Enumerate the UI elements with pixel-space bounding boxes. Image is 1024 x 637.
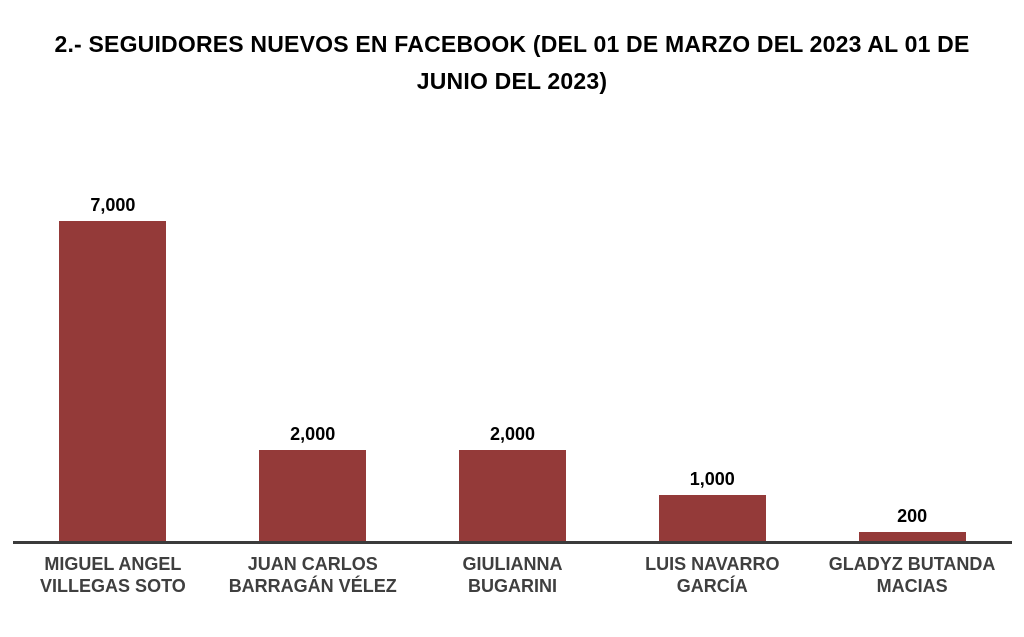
- chart-title-line-1: 2.- SEGUIDORES NUEVOS EN FACEBOOK (DEL 0…: [54, 31, 970, 57]
- bar-value-label: 2,000: [489, 424, 536, 444]
- bar: [858, 532, 966, 541]
- category-label: LUIS NAVARRO GARCÍA: [645, 554, 780, 596]
- bar-chart: 7,000 2,000 2,000 1,000 200 MIGUEL ANGEL VIL…: [13, 193, 1012, 597]
- bar: [59, 221, 167, 541]
- bar: [658, 495, 766, 541]
- bar-column: 1,000: [612, 193, 812, 541]
- plot-area: 7,000 2,000 2,000 1,000 200: [13, 193, 1012, 541]
- bar-column: 200: [812, 193, 1012, 541]
- category-label: GLADYZ BUTANDA MACIAS: [828, 554, 996, 596]
- category-label: GIULIANNA BUGARINI: [462, 554, 563, 596]
- bar: [458, 450, 566, 541]
- category-label: MIGUEL ANGEL VILLEGAS SOTO: [40, 554, 186, 596]
- category-axis: MIGUEL ANGEL VILLEGAS SOTO JUAN CARLOS BA…: [13, 544, 1012, 597]
- x-axis-line: [13, 541, 1012, 544]
- bar-value-label: 200: [897, 506, 928, 526]
- bar-value-label: 7,000: [90, 195, 136, 215]
- bar-value-label: 2,000: [290, 424, 336, 444]
- bar: [259, 450, 367, 541]
- category-label: JUAN CARLOS BARRAGÁN VÉLEZ: [228, 554, 397, 596]
- bar-value-label: 1,000: [689, 469, 735, 489]
- bar-column: 2,000: [413, 193, 613, 541]
- chart-title-line-2: JUNIO DEL 2023): [416, 68, 608, 94]
- bar-column: 2,000: [213, 193, 413, 541]
- chart-title: 2.- SEGUIDORES NUEVOS EN FACEBOOK (DEL 0…: [0, 26, 1024, 100]
- bar-column: 7,000: [13, 193, 213, 541]
